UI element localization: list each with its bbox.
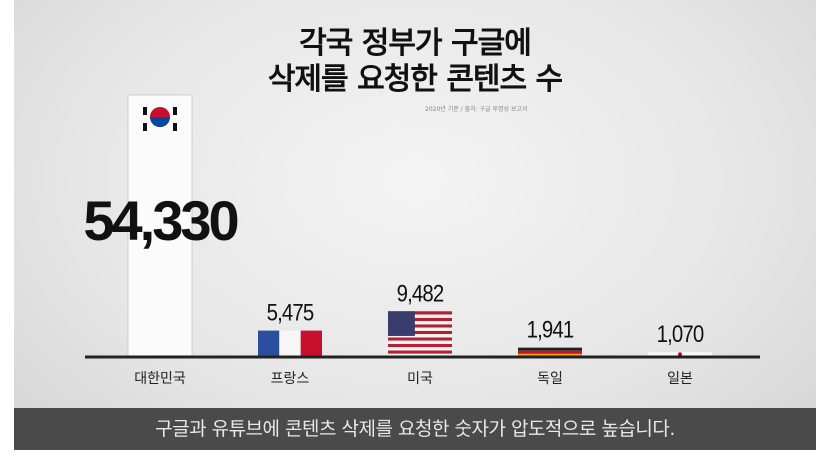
category-label: 프랑스 [271,371,310,387]
chart-title-line-1: 각국 정부가 구글에 [299,26,532,61]
bar-germany-red [518,350,582,354]
category-label: 독일 [537,371,563,387]
bar-usa-stripe [388,317,452,322]
bar-usa-stripe [388,353,452,357]
bar-france-blue [258,330,280,357]
bar-germany-black [518,347,582,351]
value-label: 1,070 [657,320,704,347]
value-label: 1,941 [527,316,574,343]
bar-japan-dot [678,352,682,357]
source-note: 2020년 기준 / 출처: 구글 투명성 보고서 [425,106,528,113]
bar-usa-stripe [388,343,452,348]
bar-usa-stripe [388,314,452,318]
bar-usa-stripe [388,337,452,341]
value-label: 5,475 [267,299,314,326]
korea-flag-trigram [143,123,147,131]
subtitle-caption: 구글과 유튜브에 콘텐츠 삭제를 요청한 숫자가 압도적으로 높습니다. [14,408,816,450]
bar-usa-stripe [388,324,452,328]
bar-usa-stripe [388,334,452,338]
bar-usa-canton [388,311,415,336]
bar-usa-stripe [388,347,452,351]
korea-flag-trigram [173,123,177,131]
bar-usa-stripe [388,311,452,315]
category-label: 일본 [667,371,693,387]
value-label: 9,482 [397,280,444,307]
korea-flag-trigram [173,107,177,115]
bar-germany-gold [518,353,582,357]
category-label: 대한민국 [134,371,186,387]
bar-usa-stripe [388,321,452,325]
category-label: 미국 [407,371,433,387]
bar-usa-stripe [388,340,452,344]
bar-usa-stripe [388,327,452,331]
korea-flag-icon-blue [150,117,170,127]
value-label: 54,330 [83,189,237,252]
bar-usa-stripe [388,330,452,335]
bar-usa-stripe [388,350,452,354]
bar-france-white [279,330,301,357]
korea-flag-trigram [143,107,147,115]
chart-title-line-2: 삭제를 요청한 콘텐츠 수 [267,62,563,97]
bar-france-red [300,330,322,357]
